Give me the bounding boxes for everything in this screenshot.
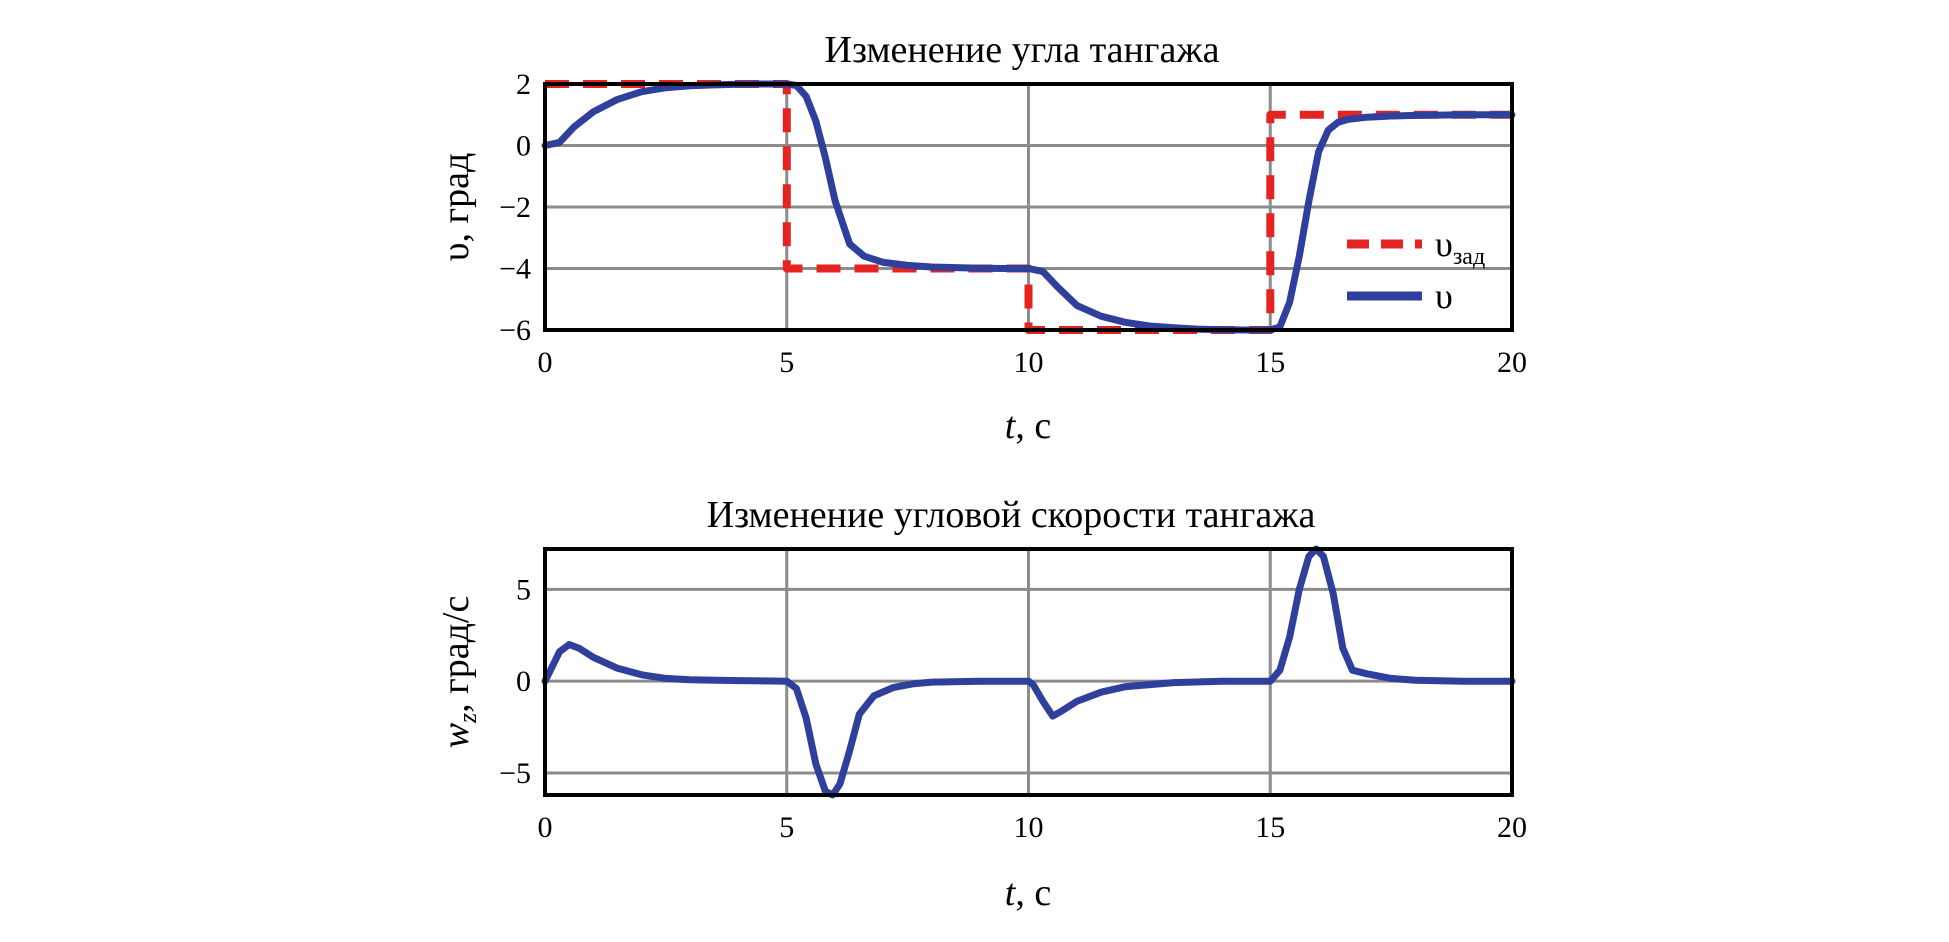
y-tick-label: 5 [516,573,531,606]
x-axis-var: t [1005,405,1017,447]
x-axis-unit: , с [1015,405,1051,447]
series-line-setpoint [545,80,1512,334]
x-tick-label: 5 [779,811,794,844]
x-tick-label: 15 [1255,811,1285,844]
y-axis-unit: , град/с [435,596,477,713]
y-tick-labels: 2 0 −2 −4 −6 [499,68,531,347]
x-tick-label: 20 [1497,346,1527,379]
x-axis-unit: , с [1015,872,1051,914]
series-group [541,545,1516,799]
chart-title: Изменение угла тангажа [825,29,1220,71]
x-tick-labels: 0 5 10 15 20 [538,811,1528,844]
legend-label-setpoint-sub: зад [1453,244,1485,270]
x-axis-var: t [1005,872,1017,914]
x-tick-label: 0 [538,346,553,379]
y-tick-label: −6 [499,314,531,347]
x-tick-label: 10 [1014,811,1044,844]
x-tick-label: 20 [1497,811,1527,844]
legend-label-setpoint-main: υ [1435,224,1453,264]
y-tick-label: −2 [499,191,531,224]
chart-pitch-rate: Изменение угловой скорости тангажа 0 5 10 1… [435,494,1527,914]
x-axis-label: t, с [1005,405,1051,447]
x-tick-labels: 0 5 10 15 20 [538,346,1528,379]
x-tick-label: 15 [1255,346,1285,379]
legend-label-setpoint: υзад [1435,224,1485,270]
y-axis-var: w [435,722,477,748]
y-axis-label: wz, град/с [435,596,482,749]
x-tick-label: 5 [779,346,794,379]
y-tick-label: 0 [516,665,531,698]
y-tick-label: −5 [499,757,531,790]
series-line-actual [541,545,1516,799]
plot-frame [543,82,1514,332]
chart-pitch-angle: Изменение угла тангажа 0 5 10 15 20 20−2−4−6… [435,29,1527,447]
y-tick-label: 0 [516,130,531,163]
x-tick-label: 10 [1014,346,1044,379]
plot-frame [543,547,1514,797]
y-tick-labels: 5 0 −5 [499,573,531,790]
y-axis-sub: z [453,713,482,724]
y-tick-label: 2 [516,68,531,101]
legend: υзад υ [1347,224,1485,316]
chart-title: Изменение угловой скорости тангажа [707,494,1316,536]
y-axis-label: υ, град [435,153,477,262]
x-tick-label: 0 [538,811,553,844]
y-tick-label: −4 [499,253,531,286]
legend-label-actual: υ [1435,276,1453,316]
x-axis-label: t, с [1005,872,1051,914]
